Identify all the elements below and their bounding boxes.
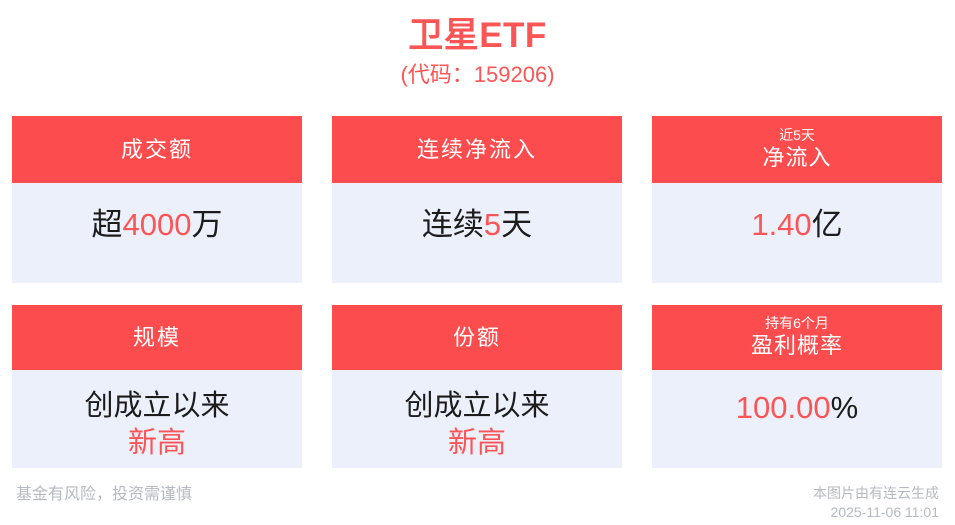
stat-card-body: 1.40亿 — [652, 183, 942, 283]
stat-card-header: 份额 — [332, 305, 622, 370]
stat-card-shares[interactable]: 份额 创成立以来 新高 — [332, 305, 622, 468]
stat-card-header-label: 盈利概率 — [750, 333, 843, 358]
stat-card-5day-net-inflow[interactable]: 近5天 净流入 1.40亿 — [652, 116, 942, 283]
value-number: 100.00 — [735, 390, 831, 425]
stat-card-header: 规模 — [12, 305, 302, 370]
value-suffix: 万 — [191, 207, 223, 242]
stat-card-header-sublabel: 近5天 — [779, 127, 815, 143]
generation-info: 本图片由有连云生成 2025-11-06 11:01 — [813, 484, 939, 522]
stat-card-grid: 成交额 超4000万 连续净流入 连续5天 近5天 净流入 1.40亿 — [12, 116, 943, 468]
stat-card-header-label: 连续净流入 — [416, 136, 537, 162]
stat-card-body: 超4000万 — [12, 183, 302, 283]
stat-card-header: 成交额 — [12, 116, 302, 183]
stat-card-header-label: 规模 — [132, 324, 181, 350]
value-prefix: 连续 — [421, 207, 484, 242]
stat-card-value-line2: 新高 — [447, 427, 506, 459]
page-header: 卫星ETF (代码：159206) — [0, 0, 955, 90]
stat-card-value-line1: 创成立以来 — [84, 390, 230, 422]
value-number: 5 — [483, 207, 502, 242]
value-suffix: 亿 — [811, 207, 843, 242]
stat-card-body: 创成立以来 新高 — [332, 370, 622, 468]
stat-card-value: 连续5天 — [422, 205, 532, 245]
stat-card-header-label: 份额 — [452, 324, 501, 350]
page-title: 卫星ETF — [408, 16, 547, 55]
page-subtitle-fund-code: (代码：159206) — [400, 62, 555, 87]
stat-card-fund-size[interactable]: 规模 创成立以来 新高 — [12, 305, 302, 468]
stat-card-body: 创成立以来 新高 — [12, 370, 302, 468]
stat-card-header-label: 成交额 — [120, 136, 193, 162]
stat-card-body: 连续5天 — [332, 183, 622, 283]
stat-card-value-line2: 新高 — [127, 427, 186, 459]
stat-card-value-line1: 创成立以来 — [404, 390, 550, 422]
stat-card-value: 100.00% — [736, 388, 858, 428]
stat-card-header: 持有6个月 盈利概率 — [652, 305, 942, 370]
value-number: 4000 — [122, 207, 192, 242]
value-suffix: % — [830, 390, 859, 425]
risk-disclaimer: 基金有风险，投资需谨慎 — [16, 486, 193, 503]
stat-card-body: 100.00% — [652, 370, 942, 468]
stat-card-value: 1.40亿 — [751, 205, 842, 245]
stat-card-turnover[interactable]: 成交额 超4000万 — [12, 116, 302, 283]
generation-timestamp: 2025-11-06 11:01 — [830, 504, 939, 520]
value-number: 1.40 — [751, 207, 812, 242]
stat-card-value: 超4000万 — [92, 205, 223, 245]
stat-card-header-sublabel: 持有6个月 — [765, 315, 829, 331]
stat-card-consecutive-net-inflow[interactable]: 连续净流入 连续5天 — [332, 116, 622, 283]
value-prefix: 超 — [91, 207, 123, 242]
page-footer: 基金有风险，投资需谨慎 本图片由有连云生成 2025-11-06 11:01 — [0, 470, 955, 525]
stat-card-6month-profit-probability[interactable]: 持有6个月 盈利概率 100.00% — [652, 305, 942, 468]
stat-card-header-label: 净流入 — [762, 145, 832, 170]
stat-card-header: 连续净流入 — [332, 116, 622, 183]
generation-source: 本图片由有连云生成 — [813, 485, 939, 501]
stat-card-header: 近5天 净流入 — [652, 116, 942, 183]
value-suffix: 天 — [501, 207, 533, 242]
